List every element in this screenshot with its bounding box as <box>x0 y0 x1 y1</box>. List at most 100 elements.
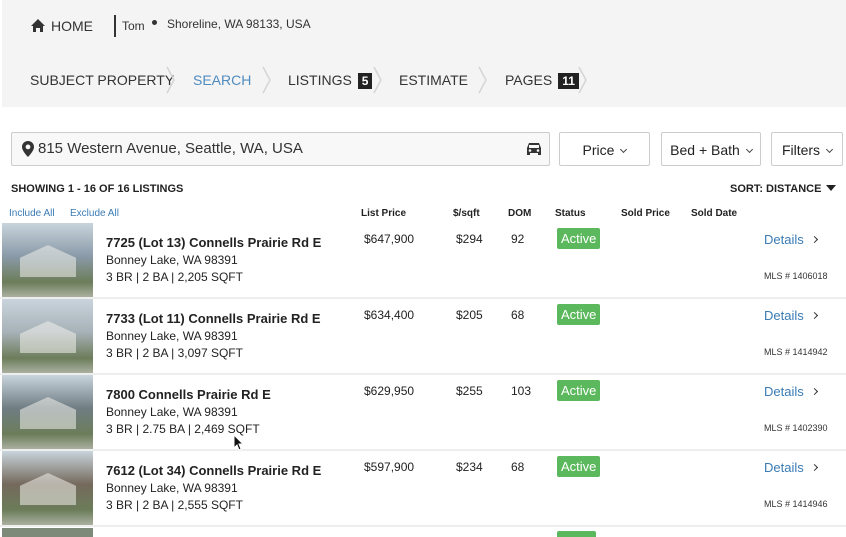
list-price: $629,950 <box>364 384 415 398</box>
listing-row: 7612 (Lot 34) Connells Prairie Rd E Bonne… <box>0 451 846 527</box>
nav-item[interactable]: SEARCH <box>193 72 251 88</box>
filter-button[interactable]: Filters <box>771 132 843 166</box>
divider <box>114 15 116 37</box>
listing-city: Bonney Lake, WA 98391 <box>106 405 238 419</box>
dropdown-caret[interactable] <box>826 145 834 154</box>
listing-photo[interactable] <box>2 375 93 449</box>
bullet <box>152 20 157 25</box>
row-divider <box>0 297 846 299</box>
nav-separator <box>166 66 175 94</box>
details-label[interactable]: Details <box>764 460 804 475</box>
details-link[interactable]: Details <box>764 308 818 323</box>
listing-details: 3 BR | 2 BA | 2,555 SQFT <box>106 498 243 512</box>
nav-item[interactable]: SUBJECT PROPERTY <box>30 72 174 88</box>
exclude-all[interactable]: Exclude All <box>70 208 119 219</box>
listing-city: Bonney Lake, WA 98391 <box>106 253 238 267</box>
nav-separator <box>373 66 382 94</box>
details-link[interactable]: Details <box>764 384 818 399</box>
listing-row: 7725 (Lot 13) Connells Prairie Rd E Bonne… <box>0 223 846 299</box>
price-per-sqft: $294 <box>456 232 483 246</box>
listing-address[interactable]: 7733 (Lot 11) Connells Prairie Rd E <box>106 311 321 326</box>
price-per-sqft: $205 <box>456 308 483 322</box>
house-shape <box>20 321 76 353</box>
details-label[interactable]: Details <box>764 384 804 399</box>
column-header[interactable]: List Price <box>361 208 407 219</box>
mouse-cursor <box>233 434 245 451</box>
listing-address[interactable]: 7612 (Lot 34) Connells Prairie Rd E <box>106 463 322 478</box>
home-icon[interactable] <box>30 18 46 34</box>
details-label[interactable]: Details <box>764 232 804 247</box>
dropdown-caret[interactable] <box>620 145 628 154</box>
listing-photo[interactable] <box>2 299 93 373</box>
listing-address[interactable]: 7800 Connells Prairie Rd E <box>106 387 271 402</box>
details-link[interactable]: Details <box>764 460 818 475</box>
listing-photo[interactable] <box>2 451 93 525</box>
days-on-market: 103 <box>511 384 532 398</box>
mls-number: MLS # 1406018 <box>764 271 828 281</box>
status-badge: Active <box>557 304 601 325</box>
car-icon[interactable] <box>526 142 542 156</box>
listing-details: 3 BR | 2 BA | 2,205 SQFT <box>106 270 243 284</box>
details-chevron[interactable] <box>810 311 818 320</box>
status-badge: Active <box>557 456 601 477</box>
status-badge: Active <box>557 380 601 401</box>
column-header[interactable]: Sold Date <box>691 208 738 219</box>
nav-separator <box>478 66 487 94</box>
dropdown-caret[interactable] <box>745 145 753 154</box>
days-on-market: 68 <box>511 308 525 322</box>
nav-label[interactable]: SUBJECT PROPERTY <box>30 72 175 88</box>
details-chevron[interactable] <box>810 387 818 396</box>
column-header[interactable]: Status <box>555 208 586 219</box>
sort-control[interactable]: SORT: DISTANCE <box>730 183 822 195</box>
listing-address[interactable]: 7725 (Lot 13) Connells Prairie Rd E <box>106 235 322 250</box>
filter-button[interactable]: Price <box>559 132 650 166</box>
details-chevron[interactable] <box>810 235 818 244</box>
column-header[interactable]: Sold Price <box>621 208 670 219</box>
house-shape <box>20 397 76 429</box>
row-divider <box>0 449 846 451</box>
search-text[interactable]: 815 Western Avenue, Seattle, WA, USA <box>38 140 303 157</box>
house-shape <box>20 473 76 505</box>
nav-label[interactable]: PAGES <box>505 72 553 88</box>
home-link[interactable]: HOME <box>51 18 93 34</box>
nav-item[interactable]: ESTIMATE <box>399 72 468 88</box>
filter-button[interactable]: Bed + Bath <box>661 132 761 166</box>
details-label[interactable]: Details <box>764 308 804 323</box>
details-chevron[interactable] <box>810 463 818 472</box>
listing-details: 3 BR | 2 BA | 3,097 SQFT <box>106 346 243 360</box>
header-bar <box>2 0 846 107</box>
listing-photo[interactable] <box>2 223 93 297</box>
results-summary: SHOWING 1 - 16 OF 16 LISTINGS <box>11 183 184 195</box>
details-link[interactable]: Details <box>764 232 818 247</box>
nav-badge: 11 <box>558 73 579 89</box>
column-header[interactable]: DOM <box>508 208 532 219</box>
nav-label[interactable]: LISTINGS <box>288 72 352 88</box>
list-price: $634,400 <box>364 308 415 322</box>
nav-item[interactable]: LISTINGS 5 <box>288 72 373 89</box>
user-name: Tom <box>122 19 145 33</box>
nav-label[interactable]: SEARCH <box>193 72 252 88</box>
listing-city: Bonney Lake, WA 98391 <box>106 481 238 495</box>
nav-item[interactable]: PAGES 11 <box>505 72 579 89</box>
column-header[interactable]: $/sqft <box>453 208 480 219</box>
search-input[interactable] <box>11 132 550 166</box>
location: Shoreline, WA 98133, USA <box>167 17 311 31</box>
nav-label[interactable]: ESTIMATE <box>399 72 468 88</box>
row-divider <box>0 373 846 375</box>
filter-label[interactable]: Price <box>582 142 615 158</box>
listing-city: Bonney Lake, WA 98391 <box>106 329 238 343</box>
include-all[interactable]: Include All <box>9 208 55 219</box>
mls-number: MLS # 1414942 <box>764 347 828 357</box>
mls-number: MLS # 1414946 <box>764 499 828 509</box>
list-price: $647,900 <box>364 232 415 246</box>
mls-number: MLS # 1402390 <box>764 423 828 433</box>
price-per-sqft: $255 <box>456 384 483 398</box>
filter-label[interactable]: Filters <box>781 142 821 158</box>
days-on-market: 92 <box>511 232 525 246</box>
status-badge <box>557 531 596 537</box>
filter-label[interactable]: Bed + Bath <box>670 142 740 158</box>
nav-separator <box>262 66 271 94</box>
nav-separator <box>578 66 587 94</box>
sort-caret[interactable] <box>826 185 836 191</box>
